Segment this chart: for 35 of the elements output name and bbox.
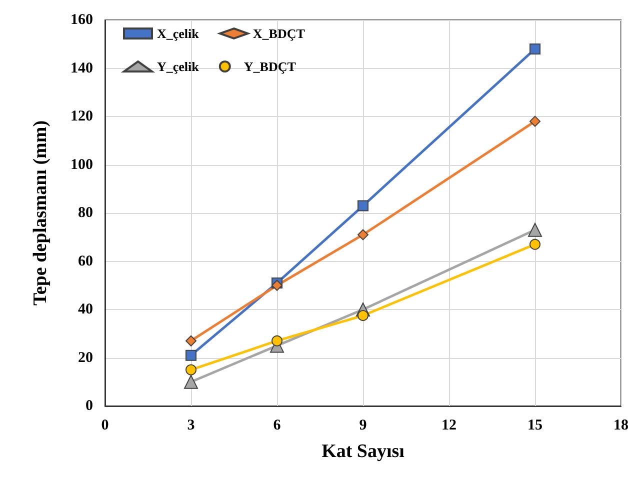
y-tick-label: 0: [86, 398, 93, 414]
y-tick-label: 20: [78, 350, 93, 366]
legend-label: X_çelik: [157, 26, 200, 41]
y-tick-label: 60: [78, 253, 93, 270]
x-tick-label: 9: [359, 418, 367, 434]
x-tick-label: 15: [528, 418, 542, 434]
x-tick-label: 18: [614, 418, 628, 434]
y-tick-label: 100: [70, 156, 93, 173]
y-tick-label: 140: [70, 60, 93, 76]
x-tick-label: 0: [101, 418, 109, 434]
x-tick-label: 3: [187, 418, 195, 434]
point: [184, 374, 198, 389]
point: [272, 280, 282, 291]
point: [358, 200, 368, 212]
x-tick-label: 6: [273, 418, 282, 434]
point: [528, 222, 542, 237]
legend-label: Y_BDÇT: [244, 59, 296, 74]
y-tick-label: 40: [78, 302, 93, 318]
point: [358, 229, 368, 240]
legend-label: Y_çelik: [157, 59, 200, 74]
y-tick-label: 120: [70, 108, 93, 124]
point: [186, 350, 196, 361]
x-tick-label: 12: [442, 418, 456, 434]
point: [186, 335, 196, 346]
point: [530, 238, 540, 250]
point: [358, 310, 368, 322]
point: [272, 335, 282, 346]
point: [530, 116, 540, 127]
y-tick-label: 80: [78, 205, 93, 221]
point: [530, 43, 540, 54]
y-tick-label: 160: [70, 12, 93, 28]
y-axis-title: Tepe deplasmanı (mm): [30, 120, 51, 306]
legend-label: X_BDÇT: [252, 26, 306, 41]
point: [186, 364, 196, 376]
x-axis-title: Kat Sayısı: [322, 441, 404, 462]
